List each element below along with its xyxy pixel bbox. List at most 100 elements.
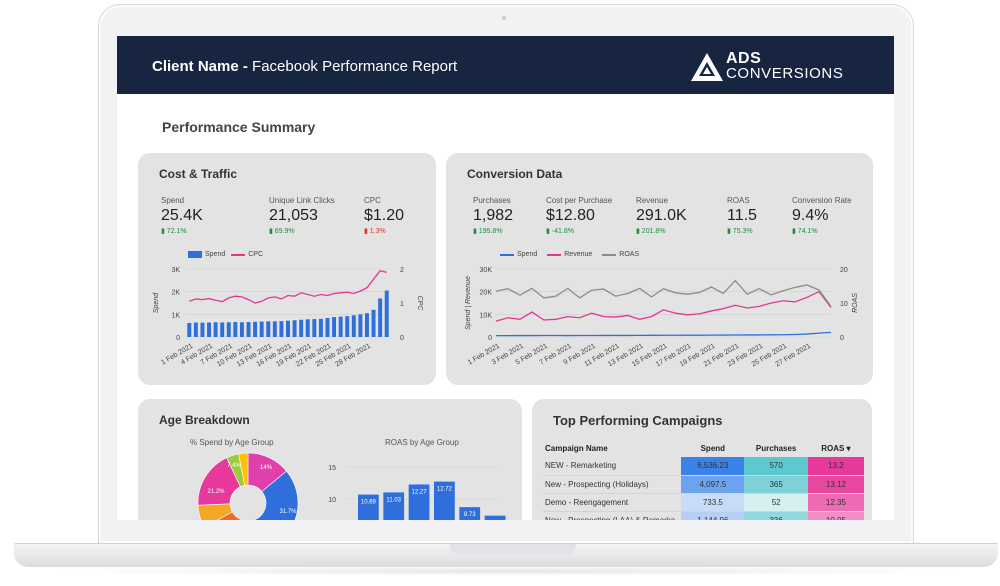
spend-bar — [286, 320, 290, 337]
table-row[interactable]: Demo - Reengagement 733.5 52 12.35 — [542, 493, 864, 512]
pie-slice — [252, 470, 299, 520]
legend-swatch — [547, 253, 562, 256]
kpi-delta: ▮ -41.8% — [546, 228, 574, 235]
y-right-tick-label: 10 — [840, 301, 848, 308]
cell-spend: 1,144.96 — [681, 511, 745, 520]
kpi-label: Cost per Purchase — [546, 196, 613, 205]
col-roas-sort[interactable]: ROAS ▾ — [821, 443, 851, 453]
legend-item: ROAS — [602, 251, 639, 258]
spend-bar — [292, 320, 297, 337]
table-row[interactable]: New - Prospecting (Holidays) 4,097.5 365… — [542, 475, 864, 494]
y-tick-label: 15 — [328, 465, 336, 472]
y-right-axis-label: CPC — [416, 296, 423, 312]
table-header-row: Campaign Name Spend Purchases ROAS ▾ — [542, 439, 864, 457]
spend-bar — [193, 322, 198, 337]
logo-triangle-icon — [691, 53, 723, 81]
spend-bar — [378, 298, 383, 337]
legend-swatch — [602, 253, 617, 256]
table-row[interactable]: New - Prospecting (LAA) & Remarke 1,144.… — [542, 511, 864, 520]
bar-value-label: 12.27 — [412, 489, 428, 495]
spend-bar — [239, 322, 244, 337]
legend-item: Spend — [188, 251, 225, 258]
laptop-notch — [450, 544, 576, 554]
cell-purchases: 365 — [744, 475, 808, 494]
spend-bar — [312, 319, 317, 337]
spend-bar — [259, 321, 264, 337]
cell-purchases: 336 — [744, 511, 808, 520]
y-right-tick-label: 2 — [400, 267, 404, 274]
y-tick-label: 0 — [488, 335, 492, 342]
col-spend[interactable]: Spend — [700, 443, 726, 453]
roas-line — [495, 279, 832, 307]
legend-label: Spend — [205, 251, 226, 258]
kpi-delta-value: 1.3% — [369, 228, 386, 235]
conversion-data-card: Conversion Data Purchases 1,982 ▮ 195.8%… — [446, 153, 873, 385]
bar-title: ROAS by Age Group — [385, 438, 459, 447]
logo-ads-text: ADS — [726, 50, 762, 67]
spend-bar — [318, 318, 323, 337]
legend-item: CPC — [231, 251, 263, 258]
y-tick-label: 1K — [171, 312, 180, 319]
legend-swatch — [188, 251, 202, 258]
cell-roas: 10.05 — [807, 511, 864, 520]
spend-bar — [233, 322, 238, 337]
age-breakdown-card: Age Breakdown % Spend by Age Group ROAS … — [138, 399, 522, 520]
campaigns-table: Campaign Name Spend Purchases ROAS ▾ NEW… — [542, 439, 864, 520]
spend-bar — [246, 322, 251, 337]
cell-roas: 13.2 — [807, 457, 864, 476]
kpi-value: $12.80 — [546, 207, 595, 224]
y-right-axis-label: ROAS — [852, 293, 859, 313]
legend-label: Spend — [517, 251, 538, 258]
cell-roas: 13.12 — [807, 475, 864, 494]
kpi-cpc: CPC $1.20 ▮ 1.3% — [364, 196, 404, 235]
cell-roas: 12.35 — [807, 493, 864, 512]
pie-slice-label: 14% — [260, 465, 273, 471]
kpi-label: ROAS — [727, 196, 750, 205]
cell-purchases: 570 — [744, 457, 808, 476]
spend-bar — [213, 322, 218, 337]
cost-traffic-legend: Spend CPC — [188, 251, 263, 258]
age-breakdown-title: Age Breakdown — [159, 413, 250, 427]
kpi-spend: Spend 25.4K ▮ 72.1% — [161, 196, 203, 235]
age-roas-bar — [459, 507, 481, 520]
spend-bar — [272, 321, 277, 337]
bar-value-label: 8.73 — [464, 512, 476, 518]
legend-swatch — [231, 253, 246, 256]
spend-bar — [345, 316, 350, 337]
spend-bar — [226, 322, 231, 337]
col-campaign-name[interactable]: Campaign Name — [545, 443, 608, 453]
y-axis-label: Spend | Revenue — [465, 276, 472, 330]
kpi-delta-value: 201.8% — [641, 228, 666, 235]
kpi-value: $1.20 — [364, 207, 405, 224]
y-tick-label: 30K — [480, 267, 493, 274]
cpc-line — [189, 269, 387, 304]
ads-conversions-logo: ADS CONVERSIONS — [690, 50, 860, 84]
col-purchases[interactable]: Purchases — [755, 443, 797, 453]
kpi-delta: ▮ 1.3% — [364, 228, 386, 235]
report-header: Client Name - Facebook Performance Repor… — [117, 36, 894, 94]
pie-title: % Spend by Age Group — [190, 438, 274, 447]
kpi-label: Purchases — [473, 196, 511, 205]
spend-bar — [358, 314, 363, 337]
spend-bar — [338, 316, 343, 337]
kpi-delta: ▮ 201.8% — [636, 228, 666, 235]
laptop-shadow — [40, 566, 970, 576]
spend-bar — [220, 322, 225, 337]
cell-campaign-name: New - Prospecting (Holidays) — [542, 475, 682, 494]
logo-conversions-text: CONVERSIONS — [726, 65, 844, 82]
report-name: Facebook Performance Report — [252, 58, 458, 75]
kpi-label: Unique Link Clicks — [269, 196, 335, 205]
table-row[interactable]: NEW - Remarketing 6,536.23 570 13.2 — [542, 457, 864, 476]
pie-slice — [216, 511, 254, 520]
spend-bar — [200, 322, 205, 337]
spend-bar — [279, 321, 284, 337]
kpi-conversion-rate: Conversion Rate 9.4% ▮ 74.1% — [792, 196, 852, 235]
legend-label: CPC — [248, 251, 264, 258]
legend-item: Spend — [500, 251, 537, 258]
kpi-roas: ROAS 11.5 ▮ 75.3% — [727, 196, 757, 235]
legend-swatch — [500, 253, 514, 256]
spend-bar — [266, 321, 271, 337]
kpi-value: 1,982 — [473, 207, 514, 224]
age-roas-bar — [408, 484, 430, 520]
